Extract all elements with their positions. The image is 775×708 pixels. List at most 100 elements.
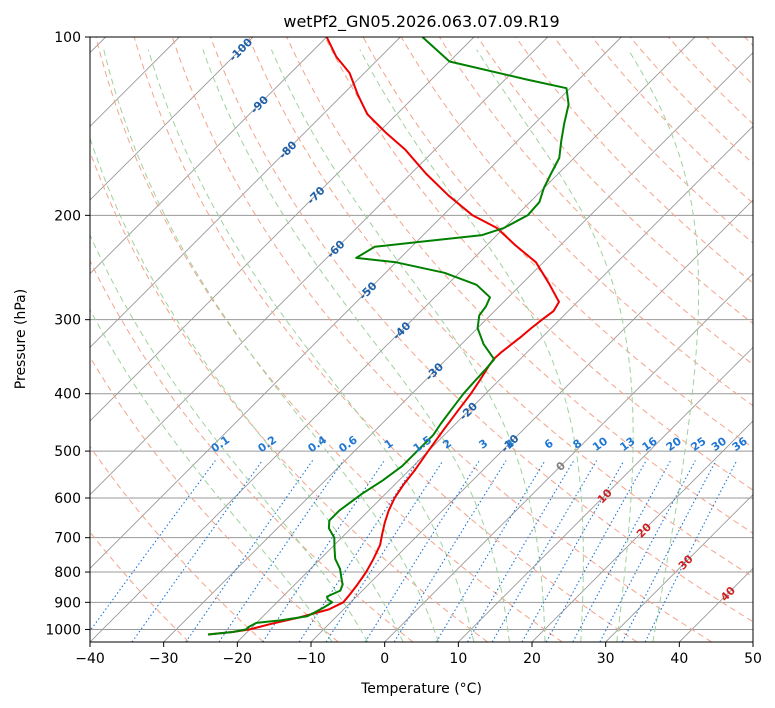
y-tick-label: 1000 [45, 622, 81, 638]
dry-adiabat-label: 10 [595, 486, 615, 506]
mixing-ratio-line [467, 460, 575, 642]
mixing-ratio-line [521, 460, 625, 642]
x-tick-label: −20 [223, 651, 253, 667]
moist-adiabat-line [90, 308, 333, 642]
y-tick-label: 200 [54, 208, 81, 224]
mixing-ratio-line [218, 460, 344, 642]
plot-frame [89, 36, 754, 643]
moist-adiabat-line [627, 49, 700, 642]
isotherm-line [90, 37, 622, 569]
mixing-ratio-line [644, 460, 738, 642]
x-tick-label: −40 [75, 651, 105, 667]
dry-adiabat-label: -90 [248, 93, 271, 116]
moist-adiabat-line [147, 49, 475, 642]
moist-adiabat-line [270, 49, 546, 642]
mixing-ratio-line [90, 460, 216, 632]
temperature-profile-line [207, 37, 560, 636]
mixing-ratio-labels: 0.1 0.2 0.4 0.6 1 1.5 2 3 4 6 8 10 13 16 20 25 30 36 [209, 433, 750, 455]
dry-adiabat-label: -80 [276, 138, 299, 161]
dry-adiabat-label: -20 [457, 400, 480, 423]
y-tick-label: 700 [54, 531, 81, 547]
dry-adiabat-line [133, 37, 638, 642]
dry-adiabat-label: -30 [423, 360, 446, 383]
mixing-ratio-line [364, 460, 480, 642]
isotherm-line [752, 641, 753, 642]
y-tick-label: 500 [54, 444, 81, 460]
dry-adiabat-line [477, 37, 753, 325]
x-tick-label: −10 [296, 651, 326, 667]
mixing-ratio-label: 6 [542, 437, 556, 452]
moist-adiabat-line [103, 49, 439, 642]
x-tick-label: 10 [449, 651, 467, 667]
dry-adiabat-line [706, 37, 753, 86]
mixing-ratio-line [491, 460, 598, 642]
isotherm-line [458, 346, 753, 642]
mixing-ratio-label: 2 [440, 437, 454, 452]
x-tick-label: −30 [149, 651, 179, 667]
dry-adiabat-line [324, 37, 753, 491]
y-axis-label: Pressure (hPa) [13, 289, 29, 389]
chart-title: wetPf2_GN05.2026.063.07.09.R19 [283, 12, 559, 32]
moist-adiabat-line [90, 136, 404, 642]
isotherm-line [237, 125, 753, 642]
x-tick-label: 50 [744, 651, 762, 667]
mixing-ratio-line [435, 460, 546, 642]
mixing-ratio-line [599, 460, 696, 642]
mixing-ratio-line [262, 460, 385, 642]
dry-adiabat-line [515, 37, 753, 284]
y-tick-label: 400 [54, 387, 81, 403]
dry-adiabat-label: -100 [226, 35, 255, 64]
x-tick-label: 0 [380, 651, 389, 667]
mixing-ratio-line [545, 460, 647, 642]
isotherm-line [90, 37, 696, 642]
x-axis-label: Temperature (°C) [360, 681, 482, 697]
y-tick-label: 100 [54, 30, 81, 46]
dry-adiabat-line [210, 37, 753, 623]
dry-adiabat-line [362, 37, 753, 449]
moist-adiabat-lines [90, 49, 700, 642]
moist-adiabat-line [476, 49, 634, 642]
dry-adiabat-label: 30 [676, 552, 696, 572]
y-tick-label: 900 [54, 595, 81, 611]
isotherm-line [90, 37, 548, 496]
dry-adiabat-line [744, 37, 753, 47]
isotherm-line [90, 37, 401, 348]
dry-adiabat-line [553, 37, 753, 244]
dry-adiabat-line [591, 37, 753, 204]
x-tick-label: 20 [523, 651, 541, 667]
isotherm-line [605, 494, 753, 642]
x-tick-label: 40 [670, 651, 688, 667]
mixing-ratio-label: 3 [477, 437, 491, 452]
dewpoint-profile-line [207, 37, 570, 636]
moist-adiabat-line [202, 49, 510, 642]
isotherm-line [90, 37, 475, 422]
mixing-ratio-label: 0.1 [209, 433, 232, 455]
mixing-ratio-label: 0.4 [306, 433, 330, 455]
dry-adiabat-label: 40 [718, 584, 738, 604]
isotherm-line [679, 567, 753, 642]
dry-adiabat-lines [90, 37, 753, 642]
mixing-ratio-line [131, 460, 263, 642]
dry-adiabat-label: -60 [324, 238, 347, 261]
dry-adiabat-line [248, 37, 753, 578]
mixing-ratio-line [298, 460, 419, 642]
dry-adiabat-line [629, 37, 753, 165]
mixing-ratio-label: 0.6 [336, 433, 360, 455]
isotherm-line [384, 273, 753, 642]
dry-adiabat-line [90, 445, 264, 642]
mixing-ratio-line [185, 460, 314, 642]
sounding-series [207, 37, 570, 636]
mixing-ratio-line [572, 460, 672, 642]
y-tick-label: 800 [54, 565, 81, 581]
isotherm-line [531, 420, 753, 642]
x-tick-label: 30 [597, 651, 615, 667]
y-axis-ticks: 100 200 300 400 500 600 700 800 900 1000 [45, 30, 90, 638]
y-tick-label: 600 [54, 491, 81, 507]
isotherm-lines [90, 37, 753, 642]
x-axis-ticks: −40 −30 −20 −10 0 10 20 30 40 50 [75, 642, 762, 667]
dry-adiabat-label: -40 [390, 319, 413, 342]
dry-adiabat-line [90, 259, 414, 642]
pressure-gridlines [90, 37, 753, 630]
dry-adiabat-line [668, 37, 753, 125]
